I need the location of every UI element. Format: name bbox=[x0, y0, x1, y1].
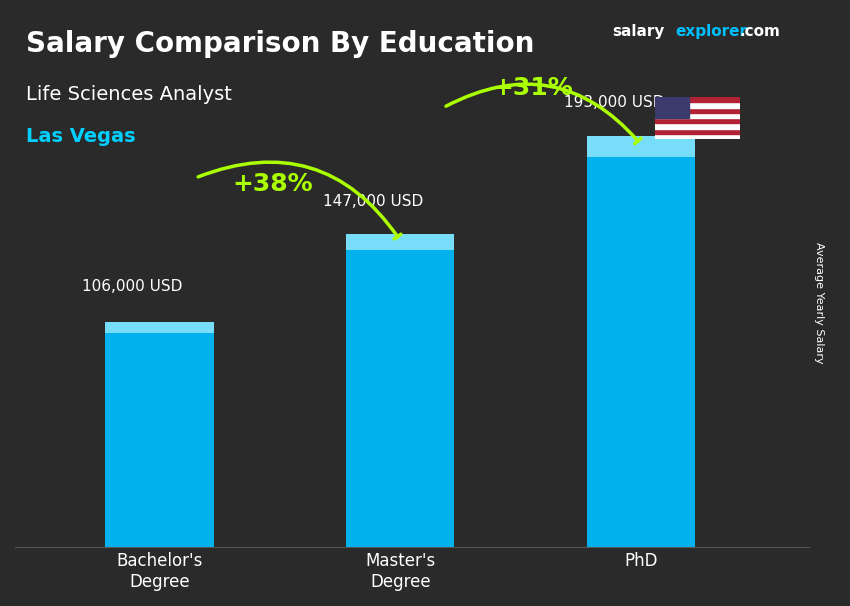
Text: 147,000 USD: 147,000 USD bbox=[323, 194, 423, 209]
Bar bbox=[654, 118, 740, 124]
Text: Average Yearly Salary: Average Yearly Salary bbox=[814, 242, 824, 364]
Text: salary: salary bbox=[612, 24, 665, 39]
Bar bbox=[654, 134, 740, 139]
Bar bbox=[654, 124, 740, 128]
Text: .com: .com bbox=[740, 24, 780, 39]
Text: +31%: +31% bbox=[492, 76, 573, 100]
Text: Life Sciences Analyst: Life Sciences Analyst bbox=[26, 85, 231, 104]
Bar bbox=[586, 136, 695, 547]
Bar bbox=[105, 322, 213, 547]
Bar bbox=[346, 234, 455, 547]
Text: explorer: explorer bbox=[676, 24, 748, 39]
Bar bbox=[654, 108, 740, 113]
Text: Salary Comparison By Education: Salary Comparison By Education bbox=[26, 30, 534, 58]
Bar bbox=[654, 102, 740, 108]
Bar bbox=[654, 128, 740, 134]
Bar bbox=[654, 113, 740, 118]
Bar bbox=[654, 97, 688, 118]
Text: Las Vegas: Las Vegas bbox=[26, 127, 135, 146]
Bar bbox=[105, 322, 213, 333]
Text: +38%: +38% bbox=[232, 172, 313, 196]
Bar bbox=[586, 136, 695, 157]
Text: 106,000 USD: 106,000 USD bbox=[82, 279, 183, 295]
Bar bbox=[654, 97, 740, 102]
Text: 193,000 USD: 193,000 USD bbox=[564, 95, 665, 110]
Bar bbox=[346, 234, 455, 250]
